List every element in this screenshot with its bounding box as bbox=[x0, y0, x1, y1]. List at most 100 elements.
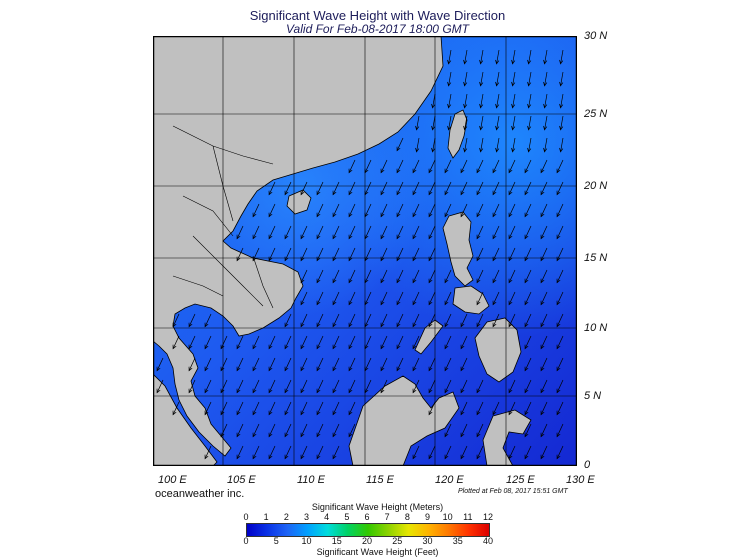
direction-arrow-head bbox=[444, 432, 449, 438]
direction-arrow-shaft bbox=[492, 159, 500, 173]
direction-arrow-shaft bbox=[316, 401, 324, 415]
direction-arrow-shaft bbox=[428, 313, 436, 327]
direction-arrow-shaft bbox=[560, 71, 564, 86]
direction-arrow-shaft bbox=[556, 159, 564, 173]
direction-arrow-head bbox=[332, 388, 337, 394]
direction-arrow-head bbox=[543, 103, 548, 109]
direction-arrow-shaft bbox=[428, 269, 436, 283]
direction-arrow-head bbox=[172, 344, 177, 350]
direction-arrow-head bbox=[559, 147, 564, 153]
direction-arrow-shaft bbox=[172, 401, 180, 415]
direction-arrow-shaft bbox=[428, 181, 436, 195]
direction-arrow-shaft bbox=[556, 445, 564, 459]
direction-arrow-shaft bbox=[524, 159, 532, 173]
direction-arrow-shaft bbox=[560, 115, 564, 130]
direction-arrow-shaft bbox=[508, 379, 516, 393]
direction-arrow-head bbox=[300, 300, 305, 306]
direction-arrow-head bbox=[508, 168, 513, 174]
direction-arrow-shaft bbox=[316, 181, 324, 195]
direction-arrow-head bbox=[540, 454, 545, 460]
wave-height-map[interactable] bbox=[153, 36, 577, 466]
direction-arrow-shaft bbox=[284, 423, 292, 437]
direction-arrow-shaft bbox=[492, 225, 500, 239]
direction-arrow-shaft bbox=[460, 181, 468, 195]
direction-arrow-head bbox=[543, 59, 548, 65]
direction-arrow-head bbox=[540, 300, 545, 306]
direction-arrow-shaft bbox=[544, 115, 548, 130]
direction-arrow-head bbox=[508, 256, 513, 262]
direction-arrow-shaft bbox=[428, 247, 436, 261]
direction-arrow-shaft bbox=[284, 225, 292, 239]
direction-arrow-head bbox=[188, 322, 193, 328]
direction-arrow-shaft bbox=[284, 445, 292, 459]
direction-arrow-shaft bbox=[364, 181, 372, 195]
direction-arrow-head bbox=[348, 410, 353, 416]
direction-arrow-head bbox=[380, 388, 385, 394]
direction-arrow-head bbox=[220, 432, 225, 438]
direction-arrow-shaft bbox=[416, 115, 420, 130]
direction-arrow-head bbox=[412, 234, 417, 240]
direction-arrow-shaft bbox=[540, 335, 548, 349]
legend-feet-tick: 20 bbox=[361, 536, 373, 546]
direction-arrow-shaft bbox=[492, 291, 500, 305]
wave-direction-arrows bbox=[156, 49, 564, 460]
lat-label-15n: 15 N bbox=[584, 252, 608, 264]
direction-arrow-shaft bbox=[364, 159, 372, 173]
direction-arrow-head bbox=[316, 322, 321, 328]
direction-arrow-shaft bbox=[556, 291, 564, 305]
legend-meters-title: Significant Wave Height (Meters) bbox=[311, 502, 444, 512]
direction-arrow-shaft bbox=[540, 313, 548, 327]
direction-arrow-head bbox=[396, 322, 401, 328]
direction-arrow-shaft bbox=[412, 159, 420, 173]
lon-label-105e: 105 E bbox=[227, 474, 256, 486]
direction-arrow-shaft bbox=[512, 49, 516, 64]
direction-arrow-head bbox=[396, 278, 401, 284]
direction-arrow-head bbox=[527, 81, 532, 87]
direction-arrow-shaft bbox=[380, 247, 388, 261]
direction-arrow-shaft bbox=[236, 247, 244, 261]
direction-arrow-head bbox=[415, 125, 420, 131]
direction-arrow-head bbox=[508, 190, 513, 196]
direction-arrow-head bbox=[332, 432, 337, 438]
direction-arrow-shaft bbox=[316, 313, 324, 327]
direction-arrow-shaft bbox=[412, 181, 420, 195]
direction-arrow-head bbox=[284, 366, 289, 372]
direction-arrow-head bbox=[252, 410, 257, 416]
direction-arrow-shaft bbox=[204, 313, 212, 327]
direction-arrow-head bbox=[396, 146, 401, 152]
direction-arrow-shaft bbox=[268, 445, 276, 459]
direction-arrow-head bbox=[524, 322, 529, 328]
direction-arrow-shaft bbox=[476, 423, 484, 437]
direction-arrow-head bbox=[348, 366, 353, 372]
direction-arrow-shaft bbox=[556, 269, 564, 283]
legend-meters-tick: 9 bbox=[424, 512, 431, 522]
land-borneo bbox=[348, 375, 460, 466]
direction-arrow-head bbox=[284, 322, 289, 328]
direction-arrow-shaft bbox=[428, 159, 436, 173]
direction-arrow-head bbox=[447, 81, 452, 87]
direction-arrow-shaft bbox=[496, 49, 500, 64]
direction-arrow-head bbox=[428, 388, 433, 394]
direction-arrow-head bbox=[540, 432, 545, 438]
direction-arrow-head bbox=[556, 190, 561, 196]
direction-arrow-head bbox=[252, 432, 257, 438]
direction-arrow-shaft bbox=[284, 181, 292, 195]
direction-arrow-shaft bbox=[508, 247, 516, 261]
direction-arrow-head bbox=[268, 256, 273, 262]
direction-arrow-shaft bbox=[544, 93, 548, 108]
legend-meters-tick: 6 bbox=[364, 512, 370, 522]
direction-arrow-head bbox=[412, 454, 417, 460]
direction-arrow-shaft bbox=[460, 357, 468, 371]
direction-arrow-head bbox=[540, 410, 545, 416]
direction-arrow-head bbox=[268, 454, 273, 460]
direction-arrow-head bbox=[556, 454, 561, 460]
direction-arrow-head bbox=[252, 234, 257, 240]
direction-arrow-shaft bbox=[316, 445, 324, 459]
direction-arrow-head bbox=[559, 125, 564, 131]
direction-arrow-head bbox=[556, 432, 561, 438]
direction-arrow-shaft bbox=[460, 423, 468, 437]
map-frame bbox=[153, 36, 577, 466]
direction-arrow-head bbox=[476, 190, 481, 196]
direction-arrow-head bbox=[476, 234, 481, 240]
direction-arrow-shaft bbox=[300, 335, 308, 349]
